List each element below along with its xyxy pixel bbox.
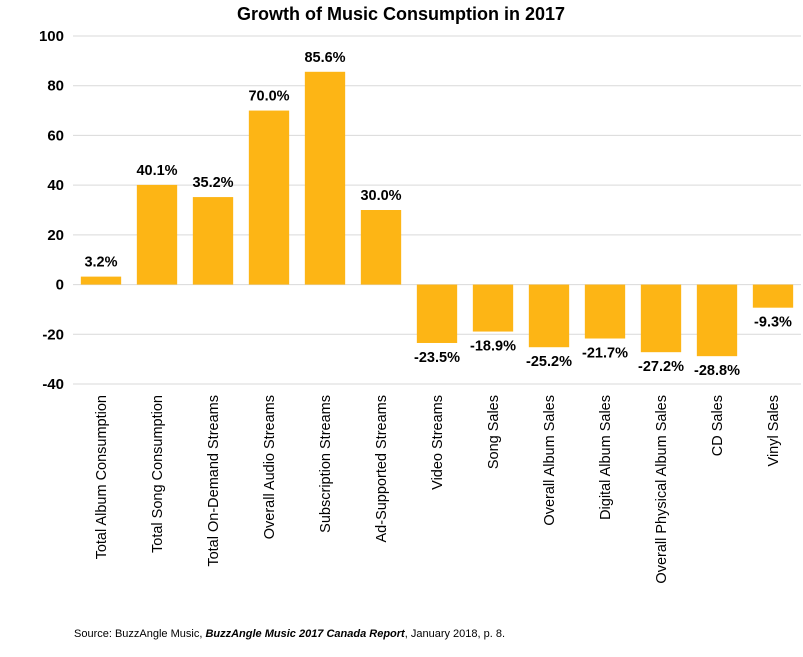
bar — [528, 284, 570, 348]
y-tick-label: 80 — [47, 78, 64, 95]
x-tick-label: Subscription Streams — [318, 395, 334, 533]
data-label: 35.2% — [192, 175, 233, 191]
x-tick-label: Vinyl Sales — [766, 395, 782, 466]
x-tick-label: Digital Album Sales — [598, 395, 614, 520]
bar — [80, 276, 122, 285]
data-label: -23.5% — [414, 350, 460, 366]
data-label: -9.3% — [754, 315, 792, 331]
y-tick-label: 0 — [56, 277, 64, 294]
y-tick-label: -20 — [42, 326, 64, 343]
bar — [752, 284, 794, 308]
y-tick-label: -40 — [42, 376, 64, 393]
data-label: 40.1% — [136, 163, 177, 179]
bar — [584, 284, 626, 339]
x-tick-label: CD Sales — [710, 395, 726, 456]
y-tick-label: 100 — [39, 28, 64, 45]
x-axis-ticks: Total Album Consumption Total Song Consum… — [94, 395, 782, 584]
bar — [360, 210, 402, 285]
data-label: 85.6% — [304, 50, 345, 66]
x-tick-label: Total On-Demand Streams — [206, 395, 222, 567]
x-tick-label: Overall Audio Streams — [262, 395, 278, 539]
bar — [136, 184, 178, 285]
bar — [304, 71, 346, 285]
data-label: 70.0% — [248, 89, 289, 105]
source-note: Source: BuzzAngle Music, BuzzAngle Music… — [74, 628, 505, 640]
source-report-title: BuzzAngle Music 2017 Canada Report — [205, 628, 405, 640]
data-label: 3.2% — [84, 255, 117, 271]
y-axis-ticks: 100 80 60 40 20 0 -20 -40 — [39, 28, 64, 393]
x-tick-label: Video Streams — [430, 395, 446, 490]
y-tick-label: 60 — [47, 127, 64, 144]
bar — [192, 197, 234, 285]
x-tick-label: Overall Physical Album Sales — [654, 395, 670, 584]
source-prefix: Source: BuzzAngle Music, — [74, 628, 206, 640]
bar — [640, 284, 682, 353]
chart-title: Growth of Music Consumption in 2017 — [237, 4, 565, 24]
bar — [472, 284, 514, 332]
y-tick-label: 20 — [47, 227, 64, 244]
data-label: 30.0% — [360, 188, 401, 204]
data-label: -21.7% — [582, 346, 628, 362]
x-tick-label: Song Sales — [486, 395, 502, 469]
data-labels: 3.2% 40.1% 35.2% 70.0% 85.6% 30.0% -23.5% -18.9… — [84, 50, 792, 379]
x-tick-label: Total Album Consumption — [94, 395, 110, 559]
bar — [416, 284, 458, 343]
data-label: -28.8% — [694, 363, 740, 379]
bar — [696, 284, 738, 357]
data-label: -27.2% — [638, 359, 684, 375]
y-tick-label: 40 — [47, 177, 64, 194]
data-label: -25.2% — [526, 354, 572, 370]
data-label: -18.9% — [470, 339, 516, 355]
x-tick-label: Overall Album Sales — [542, 395, 558, 526]
x-tick-label: Total Song Consumption — [150, 395, 166, 553]
x-tick-label: Ad-Supported Streams — [374, 395, 390, 543]
source-suffix: , January 2018, p. 8. — [404, 628, 506, 640]
bars — [80, 71, 794, 357]
bar — [248, 110, 290, 285]
